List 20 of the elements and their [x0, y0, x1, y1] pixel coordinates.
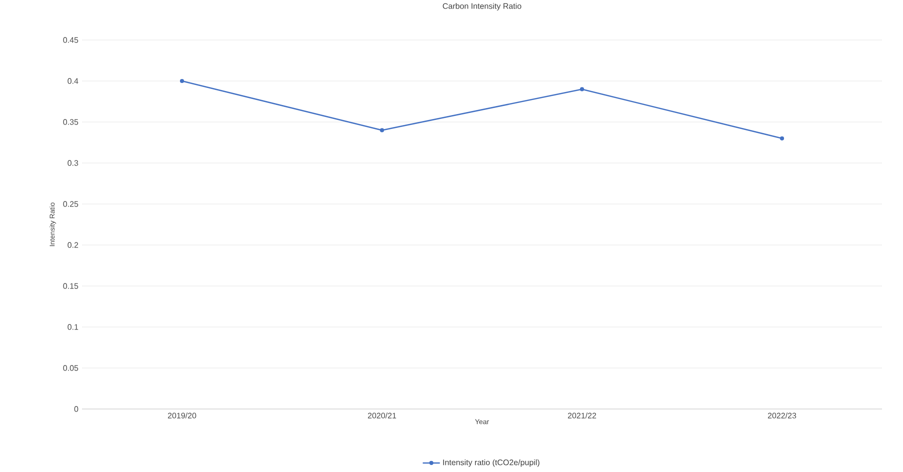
y-tick-label: 0.05	[63, 365, 78, 371]
point	[380, 128, 384, 132]
y-tick-label: 0	[74, 406, 78, 412]
y-tick-label: 0.2	[68, 242, 78, 248]
point	[180, 78, 184, 84]
y-tick-label: 0.45	[63, 37, 78, 43]
point	[780, 136, 784, 140]
x-tick-label: 2022/23	[768, 412, 796, 418]
y-tick-label: 0.3	[68, 160, 78, 166]
y-tick-label: 0.35	[63, 119, 78, 125]
chart-title: Carbon Intensity Ratio	[442, 3, 522, 10]
y-tick-label: 0.4	[68, 78, 78, 84]
y-tick-label: 0.25	[63, 201, 78, 207]
x-tick-label: 2020/21	[368, 412, 396, 418]
x-tick-label: 2021/22	[568, 412, 596, 418]
legend-label: Intensity ratio (tCO2e/pupil)	[443, 459, 540, 467]
y-tick-label: 0.1	[68, 324, 78, 330]
point	[580, 87, 584, 92]
x-tick-label: 2019/20	[168, 412, 196, 418]
y-tick-label: 0.15	[63, 283, 78, 289]
